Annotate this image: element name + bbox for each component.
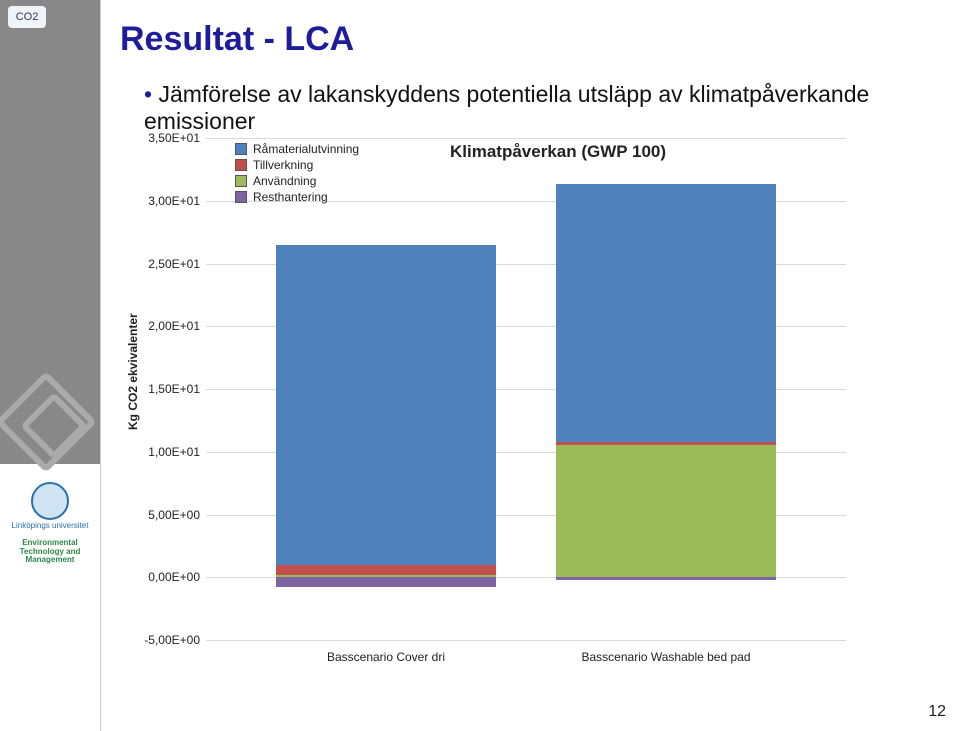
chart-bar-segment [276,575,496,578]
gwp-chart: Klimatpåverkan (GWP 100) Kg CO2 ekvivale… [120,130,900,690]
legend-item: Tillverkning [235,158,365,172]
chart-bar-segment [276,577,496,587]
main-bullet: Jämförelse av lakanskyddens potentiella … [144,81,940,135]
university-logo-icon [31,482,69,520]
chart-bar-group [556,138,776,640]
legend-swatch-icon [235,159,247,171]
chart-bar-segment [556,184,776,441]
slide-content: Resultat - LCA Jämförelse av lakanskydde… [120,20,940,143]
department-name: Environmental Technology and Management [0,539,100,565]
legend-label: Användning [253,174,316,188]
chart-bar-segment [556,577,776,580]
chart-bar-segment [276,245,496,565]
legend-swatch-icon [235,191,247,203]
legend-swatch-icon [235,143,247,155]
legend-label: Råmaterialutvinning [253,142,359,156]
chart-legend: Råmaterialutvinning Tillverkning Användnin… [235,140,365,206]
co2-badge: CO2 [8,6,46,28]
chart-ytick-label: 3,50E+01 [120,131,200,145]
page-number: 12 [928,703,946,721]
sidebar-tile-4 [0,276,100,372]
legend-swatch-icon [235,175,247,187]
page-title: Resultat - LCA [120,20,940,59]
chart-ytick-label: 2,50E+01 [120,257,200,271]
chart-ytick-label: 0,00E+00 [120,570,200,584]
chart-ytick-label: 1,00E+01 [120,445,200,459]
university-name: Linköpings universitet [0,522,100,531]
chart-xcategory-label: Basscenario Washable bed pad [556,650,776,664]
chart-ytick-label: 5,00E+00 [120,508,200,522]
chart-bar-segment [556,445,776,577]
chart-ytick-label: -5,00E+00 [120,633,200,647]
legend-label: Tillverkning [253,158,313,172]
sidebar-tile-1: CO2 [0,0,100,88]
legend-label: Resthantering [253,190,328,204]
legend-item: Användning [235,174,365,188]
sidebar-logos: Linköpings universitet Environmental Tec… [0,474,100,565]
legend-item: Resthantering [235,190,365,204]
chart-bar-segment [276,565,496,575]
chart-ytick-label: 2,00E+01 [120,319,200,333]
chart-ytick-label: 3,00E+01 [120,194,200,208]
chart-ytick-label: 1,50E+01 [120,382,200,396]
legend-item: Råmaterialutvinning [235,142,365,156]
sidebar-tile-5 [0,372,100,464]
sidebar-tile-2 [0,88,100,184]
chart-plot-area [206,138,846,641]
chart-xcategory-label: Basscenario Cover dri [276,650,496,664]
sidebar-photo-strip: CO2 Linköpings universitet Environmental… [0,0,101,731]
chart-gridline [206,640,846,641]
chart-bar-group [276,138,496,640]
chart-bar-segment [556,442,776,446]
sidebar-tile-3 [0,184,100,276]
